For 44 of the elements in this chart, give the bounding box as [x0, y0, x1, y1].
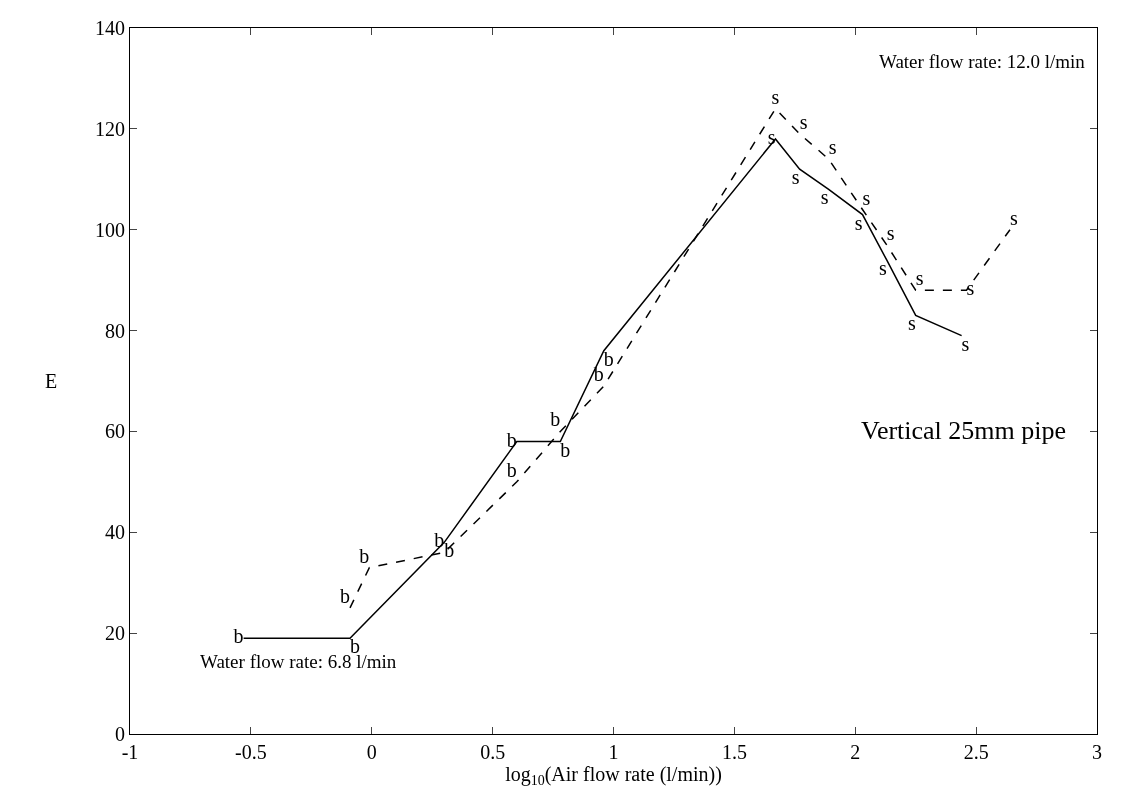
data-label: s: [961, 332, 970, 355]
x-tick-label: 1.5: [721, 741, 747, 764]
data-label: s: [907, 312, 916, 335]
x-tick-label: 3: [1092, 741, 1102, 764]
x-tick-label: 0: [366, 741, 377, 764]
data-label: b: [359, 544, 370, 567]
data-label: b: [550, 408, 561, 431]
data-label: b: [506, 458, 517, 481]
y-axis-title: E: [45, 370, 58, 392]
data-label: b: [560, 438, 571, 461]
data-label: b: [339, 584, 350, 607]
y-tick-label: 100: [94, 218, 125, 241]
x-tick-label: 2.5: [963, 741, 989, 764]
y-tick-label: 140: [94, 17, 125, 39]
data-label: b: [506, 428, 517, 451]
data-label: s: [862, 186, 871, 209]
data-label: s: [915, 267, 924, 290]
data-label: b: [603, 347, 614, 370]
x-tick-label: -0.5: [235, 741, 267, 764]
x-tick-label: 0.5: [480, 741, 506, 764]
data-label: s: [966, 277, 975, 300]
data-label: b: [593, 363, 604, 386]
x-axis-title: log$_{10}$(Air flow rate (l/min)): [505, 763, 722, 789]
data-label: s: [828, 136, 837, 159]
data-label: b: [444, 539, 455, 562]
data-label: s: [771, 85, 780, 108]
y-tick-label: 40: [104, 521, 125, 544]
data-label: s: [820, 186, 829, 209]
y-tick-label: 80: [104, 319, 125, 342]
y-tick-label: 20: [104, 622, 125, 645]
data-label: b: [233, 625, 244, 648]
y-tick-label: 60: [104, 420, 125, 443]
annotation: Vertical 25mm pipe: [861, 416, 1067, 445]
annotation: Water flow rate: 12.0 l/min: [879, 51, 1086, 72]
y-tick-label: 120: [94, 117, 125, 140]
data-label: s: [791, 166, 800, 189]
data-label: s: [886, 221, 895, 244]
data-label: s: [799, 110, 808, 133]
x-tick-label: 2: [850, 741, 861, 764]
x-tick-label: 1: [608, 741, 619, 764]
data-label: s: [878, 256, 887, 279]
data-label: b: [434, 529, 445, 552]
data-label: s: [1009, 206, 1018, 229]
data-label: s: [854, 211, 863, 234]
